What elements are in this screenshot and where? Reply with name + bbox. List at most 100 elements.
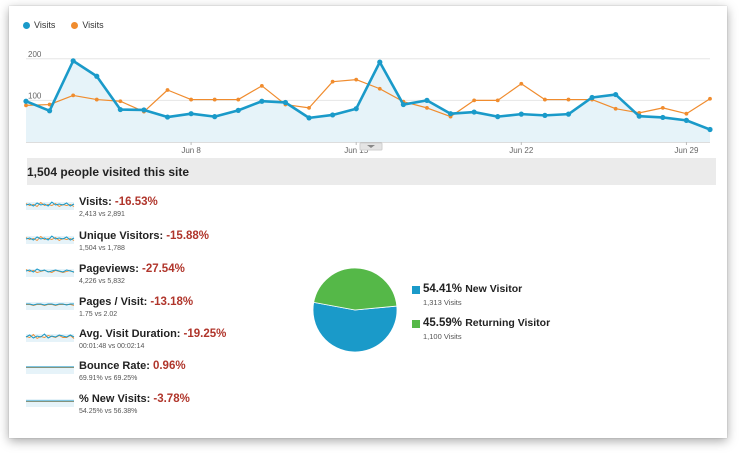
metric-title: Pageviews: -27.54% [79,263,185,275]
x-tick-label: Jun 8 [181,146,201,155]
metric-comparison: 00:01:48 vs 00:02:14 [79,343,145,350]
metric-title: Avg. Visit Duration: -19.25% [79,328,226,340]
data-point[interactable] [189,97,194,102]
data-point[interactable] [117,106,123,113]
data-point[interactable] [23,98,29,104]
data-point[interactable] [636,113,642,119]
metric-change: -15.88% [166,230,210,242]
data-point[interactable] [377,59,383,65]
sparkline-icon [25,268,75,277]
data-point[interactable] [471,109,477,115]
summary-header: 1,504 people visited this site [27,158,716,185]
sparkline-icon [25,201,75,210]
legend-swatch-icon [412,286,420,294]
data-point[interactable] [589,94,595,101]
visitor-legend-row: 54.41% New Visitor 1,313 Visits [412,283,523,307]
data-point[interactable] [542,97,547,102]
metric-comparison: 1,504 vs 1,788 [79,245,125,252]
visitor-percent: 54.41% [423,283,466,295]
sparkline-fill [26,236,74,244]
visitor-type-label: New Visitor [465,283,523,295]
data-point[interactable] [518,111,524,117]
data-point[interactable] [236,97,241,102]
visitor-legend-item[interactable]: 54.41% New Visitor 1,313 Visits [412,283,523,307]
metric-change: -19.25% [183,328,227,340]
y-tick-label: 200 [28,50,42,59]
sparkline-fill [26,302,74,310]
data-point[interactable] [70,58,76,64]
sparkline-current [25,201,75,207]
data-point[interactable] [425,105,429,110]
data-point[interactable] [330,79,335,84]
data-point[interactable] [519,81,524,86]
legend-swatch-icon [412,320,420,328]
data-point[interactable] [447,111,454,117]
metric-change: 0.96% [152,360,186,372]
data-point[interactable] [165,88,170,92]
data-point[interactable] [118,99,123,104]
data-point[interactable] [566,97,571,102]
data-point[interactable] [613,106,618,111]
data-point[interactable] [660,114,666,121]
data-point[interactable] [235,107,241,113]
pie-slice-new-visitor[interactable] [312,301,398,353]
data-point[interactable] [164,114,171,120]
data-point[interactable] [495,98,500,103]
data-point[interactable] [141,107,147,113]
data-point[interactable] [495,114,501,120]
data-point[interactable] [353,106,359,112]
data-point[interactable] [660,105,665,110]
pie-slice-returning-visitor[interactable] [313,267,398,311]
data-point[interactable] [683,117,690,123]
metric-label: Avg. Visit Duration: [79,328,184,340]
legend-dot-blue-icon [23,21,30,29]
data-point[interactable] [94,73,100,79]
data-point[interactable] [707,126,713,133]
sparkline-icon [25,235,75,244]
data-point[interactable] [94,97,99,102]
sparkline-current [25,268,75,273]
visitor-pie-chart[interactable] [304,266,406,354]
data-point[interactable] [71,93,76,98]
x-tick-label: Jun 22 [509,146,534,155]
sparkline-fill [26,334,74,342]
series-area [26,60,710,142]
visitor-count: 1,313 Visits [423,298,462,307]
data-point[interactable] [306,115,312,121]
data-point[interactable] [472,98,477,103]
data-point[interactable] [565,111,572,117]
data-point[interactable] [212,97,217,102]
metric-change: -13.18% [150,296,194,308]
visitor-legend-row: 45.59% Returning Visitor 1,100 Visits [412,317,550,341]
data-point[interactable] [24,103,28,108]
visits-line-chart[interactable]: 200 100 Jun 8 Jun 15 Jun 22 Jun 29 [18,30,718,155]
data-point[interactable] [282,99,289,106]
sparkline-previous [25,333,75,340]
metric-comparison: 69.91% vs 69.25% [79,375,138,382]
metric-comparison: 2,413 vs 2,891 [79,211,125,218]
sparkline-icon [25,333,75,342]
data-point[interactable] [542,112,548,118]
data-point[interactable] [307,105,311,110]
data-point[interactable] [684,111,689,116]
legend-item-visits-previous[interactable]: Visits [71,20,104,30]
metric-change: -16.53% [114,196,158,208]
data-point[interactable] [330,112,336,118]
legend-item-visits-current[interactable]: Visits [23,20,55,30]
data-point[interactable] [47,102,52,107]
data-point[interactable] [424,97,430,103]
data-point[interactable] [259,98,265,104]
metric-label: Pageviews: [79,263,142,275]
data-point[interactable] [354,77,359,82]
data-point[interactable] [259,83,264,88]
data-point[interactable] [46,108,53,114]
visitor-legend-item[interactable]: 45.59% Returning Visitor 1,100 Visits [412,317,550,341]
data-point[interactable] [212,114,218,120]
visitor-count: 1,100 Visits [423,332,462,341]
data-point[interactable] [613,91,619,98]
metric-label: Pages / Visit: [79,296,151,308]
data-point[interactable] [188,111,194,117]
data-point[interactable] [708,96,712,101]
data-point[interactable] [377,86,382,91]
data-point[interactable] [400,101,406,108]
